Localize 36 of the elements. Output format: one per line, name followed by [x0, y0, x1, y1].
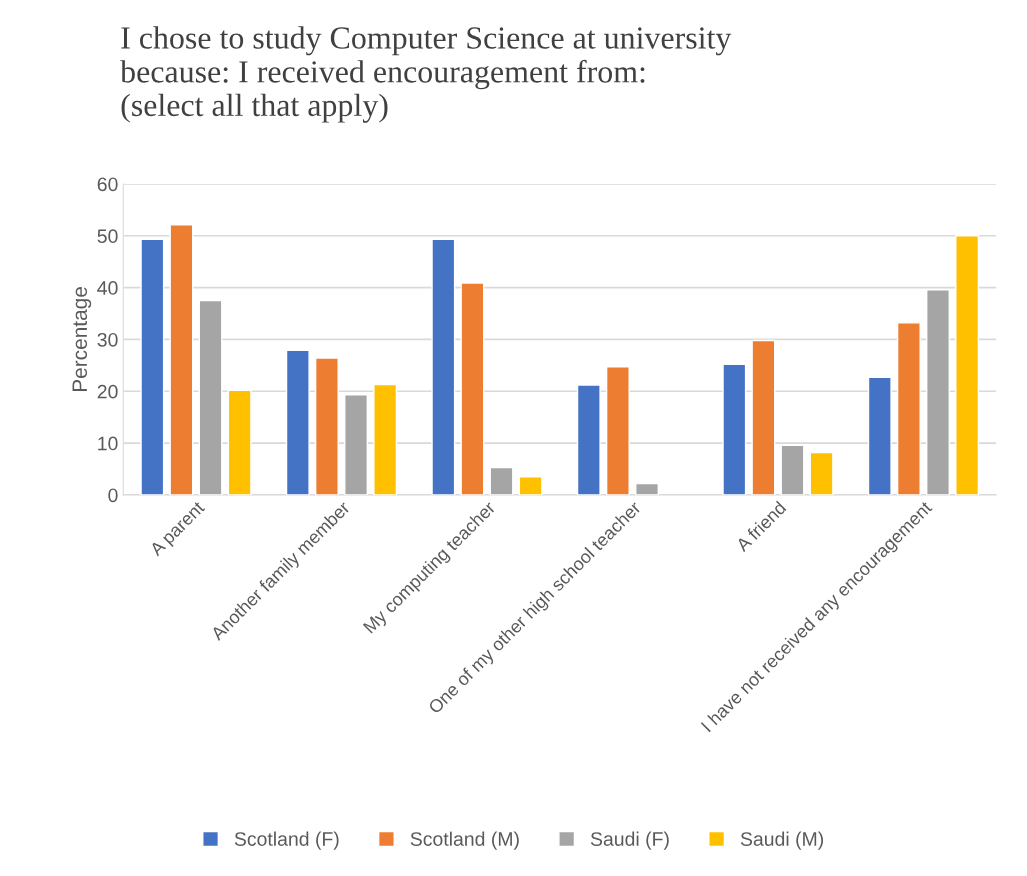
legend-label: Scotland (F) — [234, 831, 339, 850]
y-tick-label: 10 — [98, 436, 118, 451]
bar — [285, 349, 310, 495]
legend-label: Saudi (F) — [590, 831, 669, 850]
bar — [722, 363, 747, 495]
y-tick-label: 20 — [97, 384, 118, 399]
y-axis-title: Percentage — [72, 287, 92, 392]
bar — [955, 235, 980, 495]
bar — [780, 444, 805, 495]
bar — [518, 476, 543, 495]
bar — [344, 394, 368, 495]
bar — [140, 238, 165, 495]
bar — [373, 383, 398, 495]
bar — [751, 339, 776, 495]
y-tick-label: 60 — [97, 177, 118, 192]
bar — [169, 224, 194, 495]
legend-label: Saudi (M) — [740, 831, 824, 850]
bar — [809, 451, 834, 495]
y-tick-label: 50 — [97, 229, 118, 244]
bar — [896, 322, 921, 495]
chart-title: I chose to study Computer Science at university because: I received encouragement from: (select all that apply) — [120, 26, 732, 123]
bar — [867, 376, 892, 495]
bar — [198, 299, 223, 495]
bar — [489, 466, 514, 495]
bar — [635, 482, 659, 495]
bar — [576, 384, 601, 495]
bar — [605, 366, 630, 495]
bar — [926, 288, 950, 495]
bar — [431, 238, 456, 495]
y-tick-label: 40 — [97, 281, 118, 295]
bar — [314, 357, 339, 495]
y-tick-label: 30 — [97, 332, 118, 347]
y-tick-label: 0 — [108, 488, 118, 503]
bar — [460, 282, 485, 495]
legend-label: Scotland (M) — [410, 831, 519, 850]
bar — [227, 389, 252, 495]
